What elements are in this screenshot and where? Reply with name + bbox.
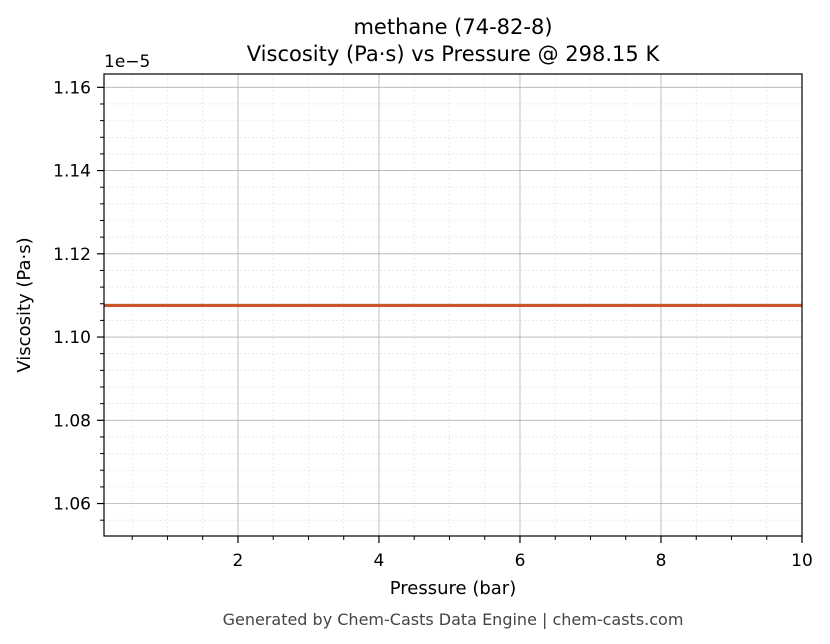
footer-credit: Generated by Chem-Casts Data Engine | ch… — [223, 610, 684, 629]
x-axis-label: Pressure (bar) — [390, 578, 516, 599]
plot-frame — [103, 73, 803, 537]
x-axis-ticks: 2 4 6 8 10 — [131, 536, 813, 571]
x-tick-label: 4 — [374, 551, 385, 571]
x-tick-label: 6 — [515, 551, 526, 571]
chart-title-line1: methane (74-82-8) — [353, 15, 552, 39]
x-tick-label: 8 — [656, 551, 667, 571]
y-tick-label: 1.16 — [53, 78, 91, 98]
chart-title-line2: Viscosity (Pa·s) vs Pressure @ 298.15 K — [247, 42, 661, 66]
y-offset-label: 1e−5 — [104, 52, 150, 72]
y-tick-label: 1.12 — [53, 245, 91, 265]
x-tick-label: 10 — [791, 551, 813, 571]
x-tick-label: 2 — [233, 551, 244, 571]
y-tick-label: 1.10 — [53, 328, 91, 348]
y-axis-label: Viscosity (Pa·s) — [14, 237, 35, 372]
minor-grid — [104, 74, 802, 536]
y-tick-label: 1.08 — [53, 411, 91, 431]
y-tick-label: 1.14 — [53, 162, 91, 182]
y-axis-ticks: 1.06 1.08 1.10 1.12 1.14 1.16 — [53, 78, 104, 521]
y-tick-label: 1.06 — [53, 495, 91, 515]
